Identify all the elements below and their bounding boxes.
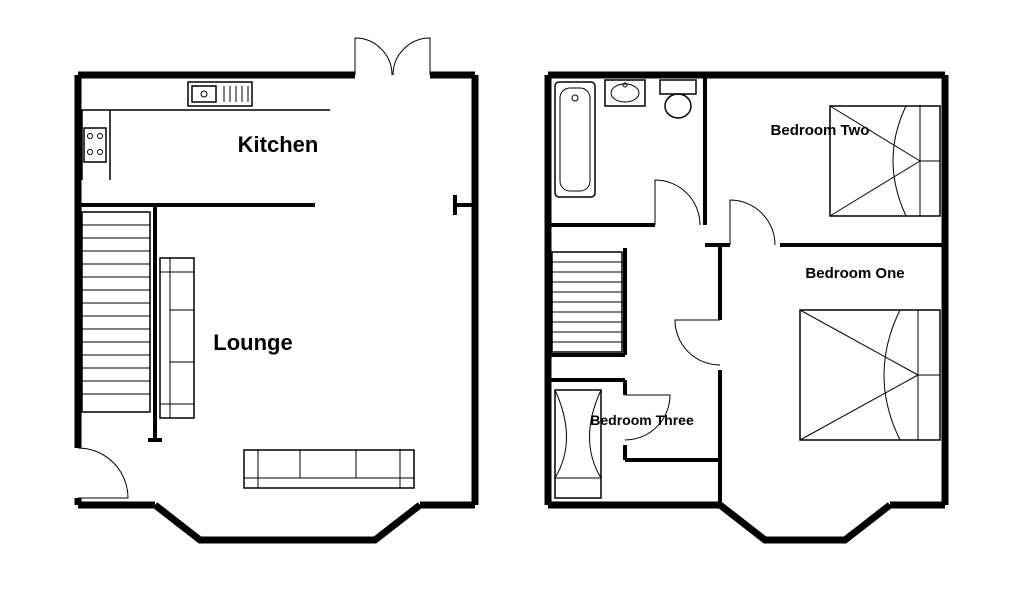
bathtub-icon xyxy=(555,82,595,197)
kitchen-label: Kitchen xyxy=(238,132,319,157)
stairs-icon xyxy=(82,212,150,412)
bedroom-three-label: Bedroom Three xyxy=(590,412,694,428)
stairs-icon xyxy=(552,252,622,352)
toilet-icon xyxy=(660,80,696,118)
basin-icon xyxy=(605,80,645,106)
ground-floor: Kitchen Lounge xyxy=(78,38,475,540)
sofa-icon xyxy=(160,258,194,418)
bed-icon xyxy=(800,310,940,440)
bedroom-two-label: Bedroom Two xyxy=(771,122,870,139)
sofa-icon xyxy=(244,450,414,488)
floorplan-diagram: Kitchen Lounge xyxy=(0,0,1024,592)
first-floor: Bedroom Two Bedroom One Bedroom Three xyxy=(548,75,945,540)
lounge-label: Lounge xyxy=(213,330,292,355)
bed-icon xyxy=(555,390,601,498)
bedroom-one-label: Bedroom One xyxy=(805,265,904,282)
kitchen-counter-icon xyxy=(82,82,330,180)
